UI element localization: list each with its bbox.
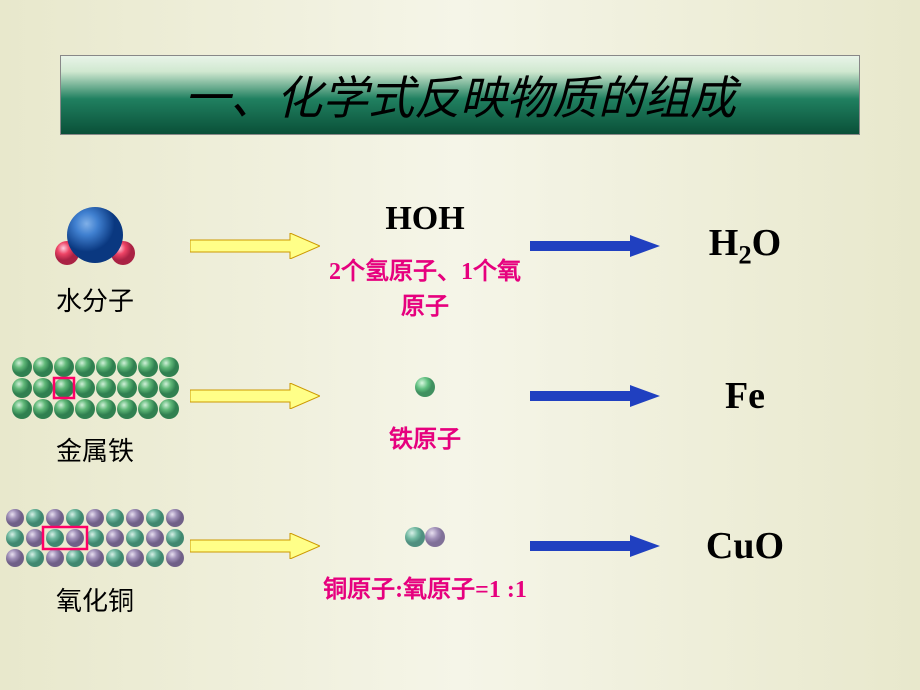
cuo-label: 氧化铜 (56, 581, 134, 618)
arrow-yellow-icon (190, 233, 320, 259)
water-molecule-icon (45, 203, 145, 273)
iron-lattice-icon (11, 353, 179, 423)
iron-formula: Fe (660, 374, 830, 418)
water-intermediate-formula: HOH (385, 199, 464, 239)
cuo-formula: CuO (660, 524, 830, 568)
arrow-blue-icon (530, 385, 660, 407)
iron-atom-icon (413, 367, 437, 407)
title-bar: 一、化学式反映物质的组成 (60, 55, 860, 135)
water-composition-desc: 2个氢原子、1个氧原子 (320, 251, 530, 321)
water-mid: HOH 2个氢原子、1个氧原子 (320, 199, 530, 321)
page-title: 一、化学式反映物质的组成 (184, 62, 736, 128)
cuo-pair-icon (403, 517, 447, 557)
cuo-composition-desc: 铜原子:氧原子=1 :1 (323, 569, 527, 604)
water-visual: 水分子 (0, 203, 190, 318)
iron-composition-desc: 铁原子 (389, 419, 461, 454)
cuo-lattice-icon (5, 503, 185, 573)
row-cuo: 氧化铜 铜原子:氧原子=1 :1 CuO (0, 505, 920, 615)
iron-mid: 铁原子 (320, 367, 530, 454)
row-water: 水分子 HOH 2个氢原子、1个氧原子 H2O (0, 205, 920, 315)
arrow-yellow-icon (190, 533, 320, 559)
cuo-visual: 氧化铜 (0, 503, 190, 618)
arrow-yellow-icon (190, 383, 320, 409)
iron-visual: 金属铁 (0, 353, 190, 468)
iron-label: 金属铁 (56, 431, 134, 468)
water-label: 水分子 (56, 281, 134, 318)
row-iron: 金属铁 铁原子 Fe (0, 355, 920, 465)
arrow-blue-icon (530, 535, 660, 557)
cuo-mid: 铜原子:氧原子=1 :1 (320, 517, 530, 604)
arrow-blue-icon (530, 235, 660, 257)
water-formula: H2O (660, 221, 830, 271)
